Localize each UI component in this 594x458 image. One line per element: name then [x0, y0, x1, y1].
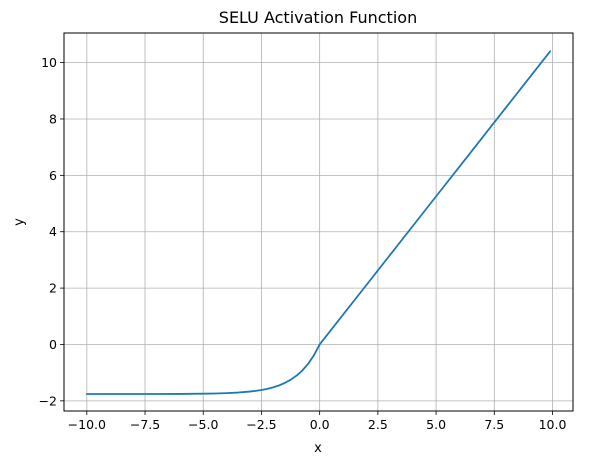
- y-tick-label: 10: [41, 55, 57, 70]
- x-tick-label: −5.0: [188, 417, 218, 432]
- chart-title: SELU Activation Function: [219, 8, 417, 27]
- x-tick-label: −2.5: [246, 417, 276, 432]
- plot-area: [85, 50, 552, 395]
- x-tick-label: 5.0: [426, 417, 446, 432]
- y-tick-label: 2: [49, 281, 57, 296]
- x-axis-label: x: [314, 441, 322, 456]
- x-tick-label: −10.0: [68, 417, 106, 432]
- ticks: −10.0 −7.5 −5.0 −2.5 0.0 2.5 5.0 7.5 10.0 −2 0 2 4 6 8…: [39, 55, 567, 432]
- y-tick-label: 4: [49, 224, 57, 239]
- axes-frame: [63, 32, 574, 412]
- x-tick-label: 2.5: [368, 417, 388, 432]
- x-tick-label: −7.5: [130, 417, 160, 432]
- y-tick-label: 8: [49, 111, 57, 126]
- y-tick-label: 0: [49, 337, 57, 352]
- x-tick-label: 0.0: [310, 417, 330, 432]
- grid: [64, 33, 573, 411]
- x-tick-label: 7.5: [484, 417, 504, 432]
- x-tick-label: 10.0: [539, 417, 567, 432]
- selu-series-line: [85, 50, 552, 395]
- y-tick-label: 6: [49, 168, 57, 183]
- y-axis-label: y: [12, 218, 27, 226]
- y-tick-label: −2: [39, 393, 57, 408]
